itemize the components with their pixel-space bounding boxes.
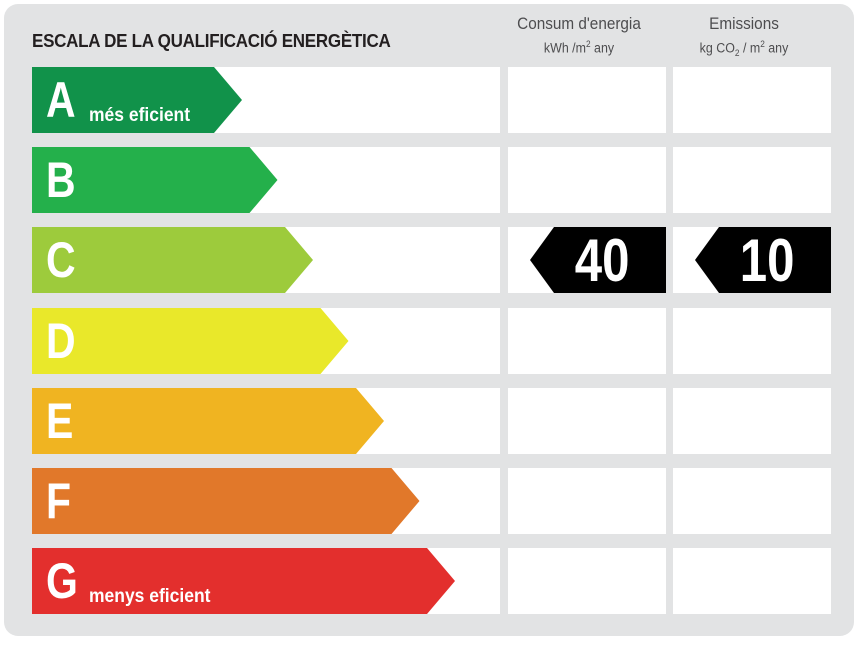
rating-letter: E: [46, 392, 74, 449]
rating-letter: D: [46, 312, 76, 369]
consumption-label: Consum d'energia: [517, 14, 641, 33]
consumption-cell: [508, 468, 666, 534]
consumption-unit: kWh /m2 any: [543, 39, 615, 56]
rating-arrow-b: B: [32, 147, 278, 214]
emissions-cell: [673, 468, 831, 534]
rating-arrow-fill: [32, 147, 278, 214]
consumption-cell: [508, 548, 666, 615]
rating-arrow-shape: [32, 548, 455, 615]
consumption-cell: [508, 307, 666, 374]
energy-rating-card: ESCALA DE LA QUALIFICACIÓ ENERGÈTICA Con…: [4, 4, 854, 636]
emissions-cell: [673, 307, 831, 374]
consumption-cell: [508, 67, 666, 133]
emissions-unit: kg CO2 / m2 any: [699, 39, 789, 59]
rating-arrow-fill: [32, 307, 349, 374]
rating-arrow-shape: [32, 67, 242, 133]
rating-arrow-shape: [32, 468, 420, 534]
rating-arrow-fill: [32, 67, 242, 133]
rating-letter: C: [46, 232, 76, 289]
rating-letter: F: [46, 473, 72, 529]
rating-arrow-fill: [32, 387, 384, 454]
rating-arrow-fill: [32, 227, 313, 294]
rating-arrow-e: E: [32, 387, 384, 454]
rating-arrow-shape: [32, 147, 278, 214]
consumption-cell: 40: [508, 227, 666, 295]
rating-letter: B: [46, 152, 76, 209]
badge-fill: [530, 227, 666, 294]
emissions-label: Emissions: [709, 14, 779, 33]
emissions-cell: [673, 387, 831, 454]
rating-arrow-f: F: [32, 468, 420, 534]
rating-arrow-shape: [32, 227, 313, 294]
emissions-badge: 10: [695, 227, 831, 295]
rating-arrow-fill: [32, 468, 420, 534]
emissions-value: 10: [739, 227, 795, 295]
rating-arrow-c: C: [32, 227, 313, 294]
rating-sublabel: menys eficient: [89, 586, 211, 608]
emissions-column-header: Emissions kg CO2 / m2 any: [669, 14, 819, 58]
emissions-cell: [673, 67, 831, 133]
consumption-cell: [508, 147, 666, 214]
consumption-column-header: Consum d'energia kWh /m2 any: [504, 14, 654, 56]
badge-fill: [695, 227, 831, 294]
rating-letter: G: [46, 553, 78, 610]
rating-letter: A: [46, 72, 76, 128]
consumption-value: 40: [574, 227, 630, 295]
emissions-cell: 10: [673, 227, 831, 295]
page-title: ESCALA DE LA QUALIFICACIÓ ENERGÈTICA: [32, 30, 391, 51]
emissions-cell: [673, 147, 831, 214]
badge-shape: [695, 227, 831, 294]
consumption-badge: 40: [530, 227, 666, 295]
rating-arrow-d: D: [32, 307, 349, 374]
rating-arrow-shape: [32, 387, 384, 454]
rating-arrow-shape: [32, 307, 349, 374]
rating-arrow-fill: [32, 548, 455, 615]
consumption-cell: [508, 387, 666, 454]
rating-sublabel: més eficient: [89, 105, 191, 126]
badge-shape: [530, 227, 666, 294]
emissions-cell: [673, 548, 831, 615]
